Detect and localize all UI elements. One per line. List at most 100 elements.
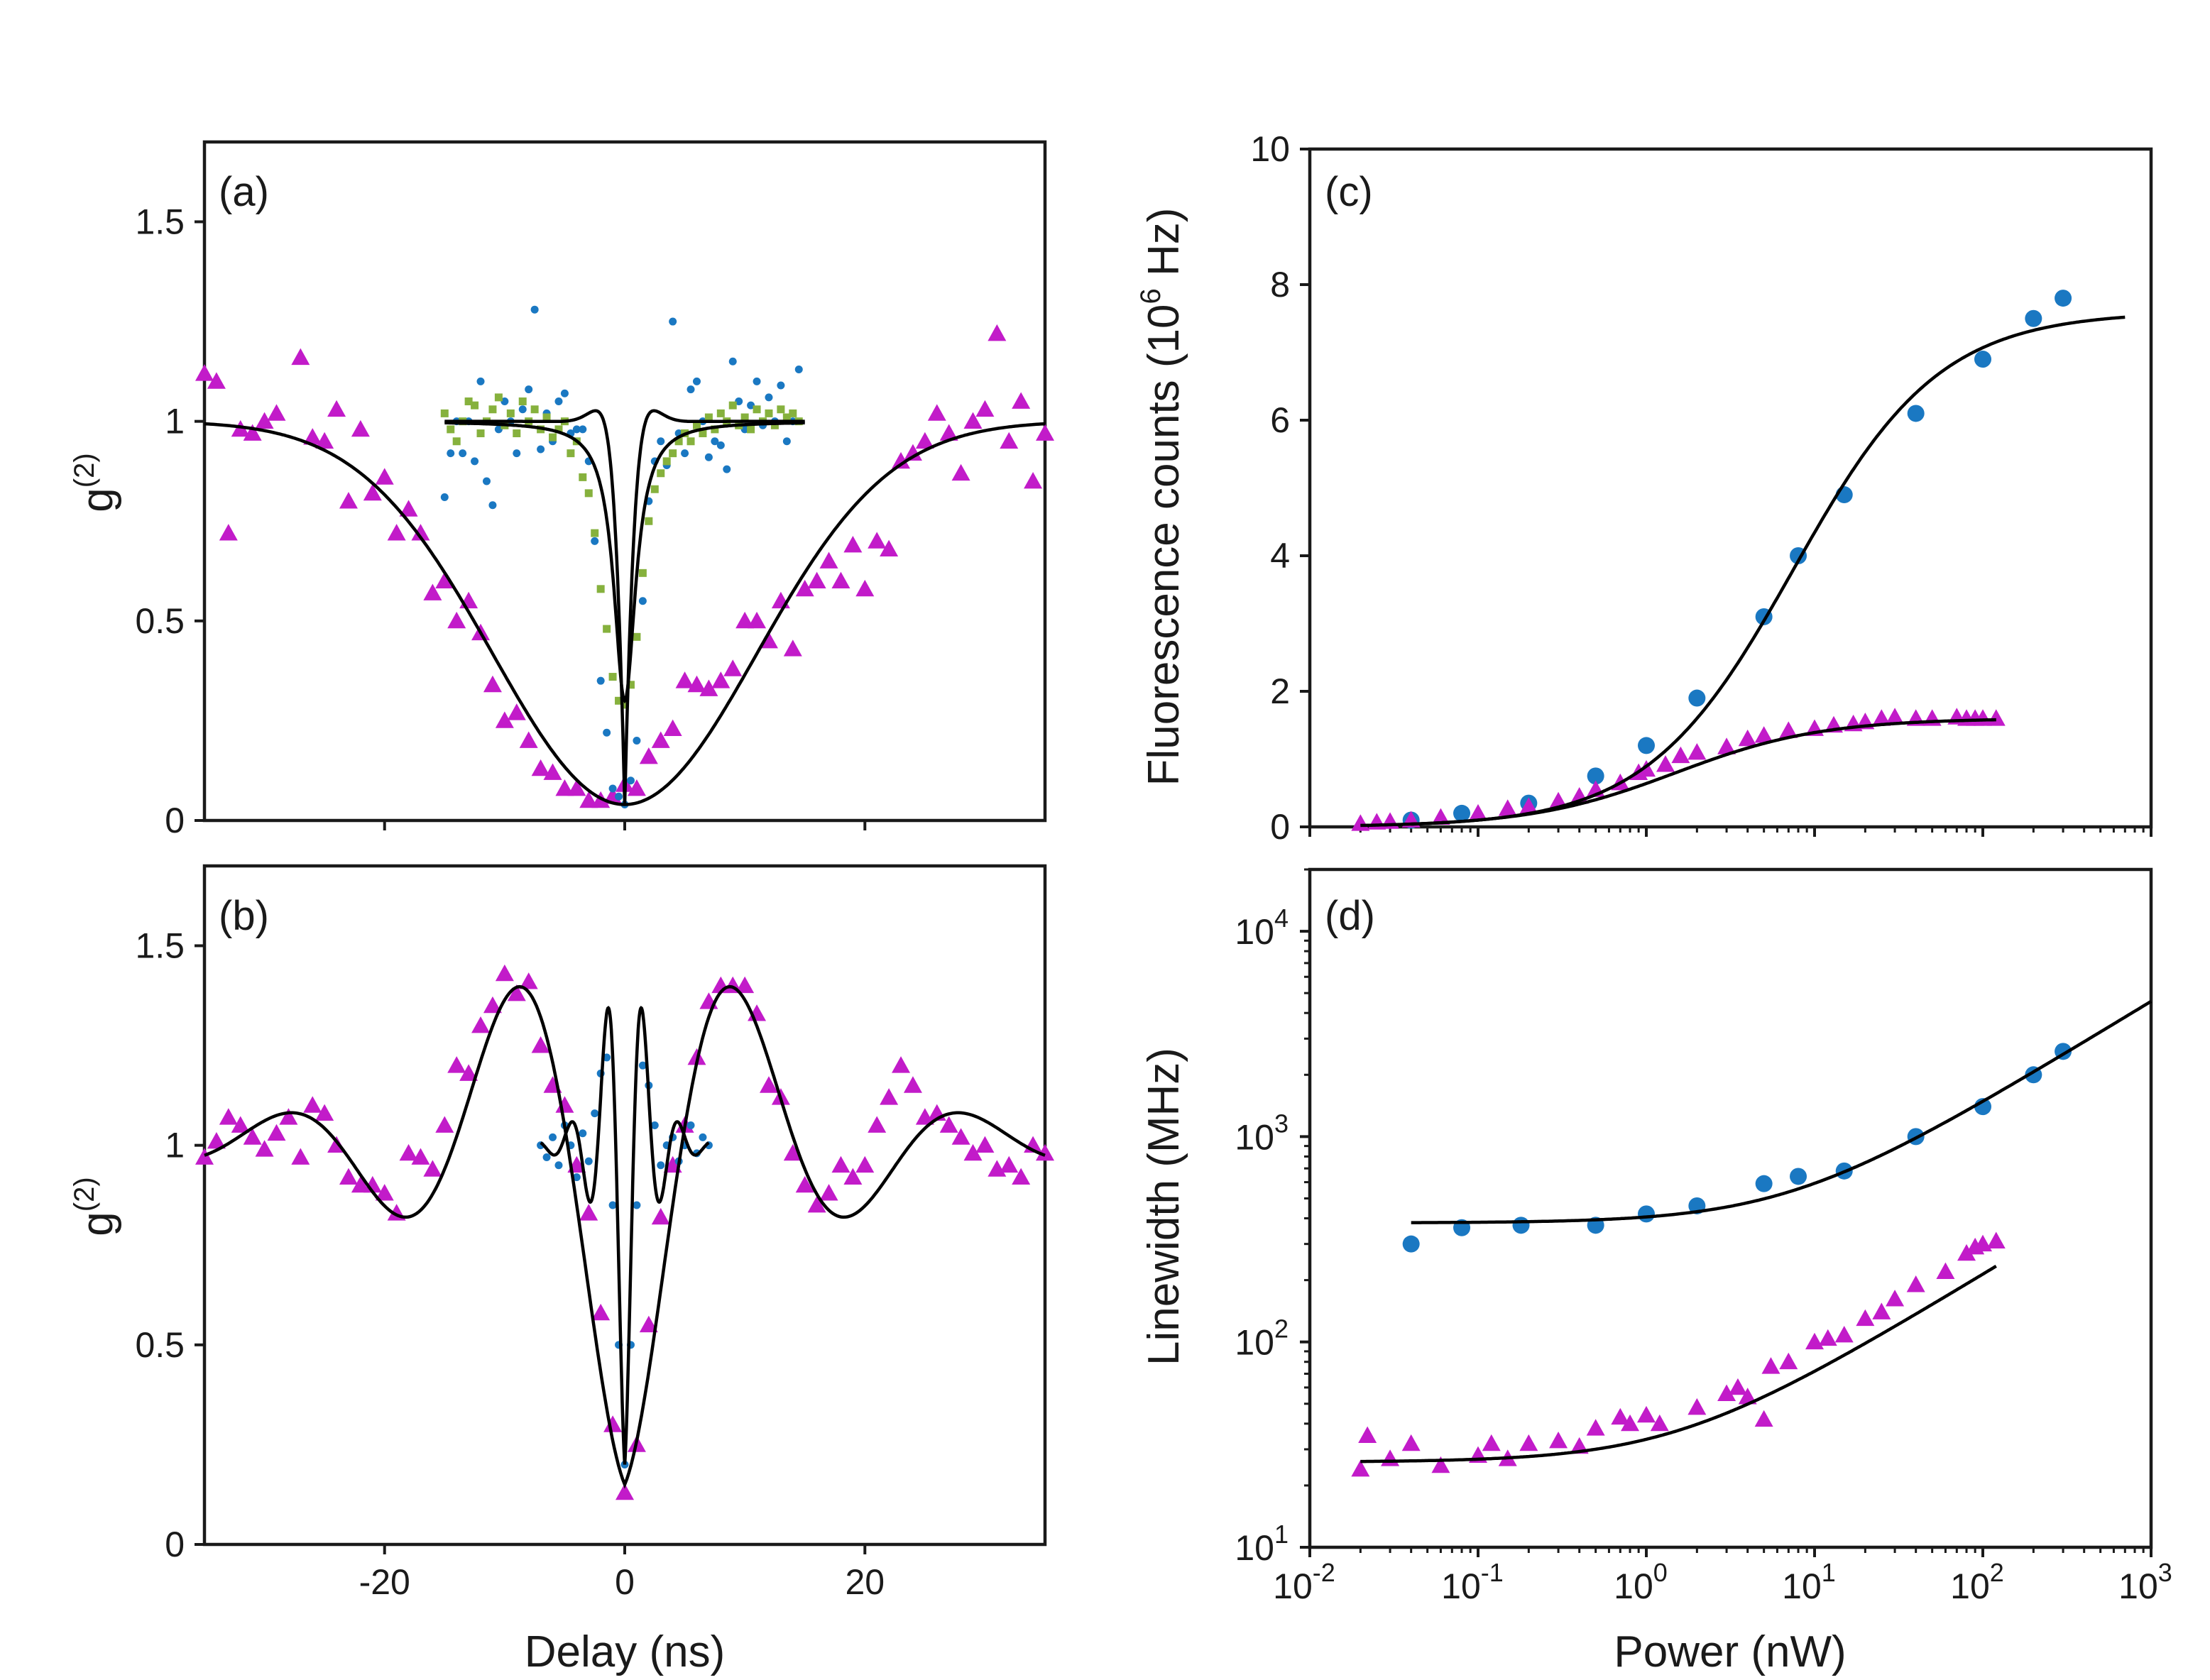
data-point-dot	[537, 445, 545, 454]
data-point-dot	[440, 493, 449, 501]
data-point-square	[476, 429, 485, 438]
xtick-label: 103	[2118, 1558, 2172, 1606]
data-point-square	[740, 413, 749, 422]
data-point-triangle	[963, 1143, 983, 1161]
data-point-square	[494, 393, 503, 402]
data-point-triangle	[1687, 1398, 1707, 1415]
data-point-triangle	[951, 463, 970, 481]
data-point-triangle	[1498, 799, 1517, 816]
panel-d-label: (d)	[1325, 893, 1375, 939]
data-point-dot	[657, 437, 665, 446]
xtick-exp: 1	[1822, 1558, 1836, 1587]
data-point-triangle	[1000, 432, 1019, 449]
data-point-triangle	[351, 419, 370, 437]
data-point-triangle	[447, 611, 466, 629]
data-point-triangle	[399, 500, 418, 517]
data-point-dot	[572, 1173, 581, 1182]
data-point-triangle	[579, 1204, 598, 1221]
ytick-label: 2	[1270, 671, 1290, 711]
xtick-label: 101	[1782, 1558, 1836, 1606]
data-point-dot	[638, 1061, 647, 1070]
data-point-dot	[2055, 290, 2072, 307]
data-point-square	[530, 405, 539, 414]
data-point-dot	[603, 728, 611, 737]
data-point-triangle	[975, 400, 995, 417]
data-point-triangle	[1805, 1332, 1824, 1350]
data-point-triangle	[651, 731, 670, 748]
data-point-triangle	[243, 1128, 262, 1145]
panel-b-ylabel-text: g	[73, 1212, 122, 1236]
data-point-square	[633, 632, 641, 641]
data-point-square	[669, 449, 677, 458]
data-point-dot	[1587, 767, 1604, 785]
data-point-triangle	[459, 1064, 478, 1081]
data-point-triangle	[303, 1096, 322, 1113]
data-point-dot	[1402, 1235, 1420, 1253]
data-point-triangle	[255, 412, 274, 429]
data-point-triangle	[591, 1303, 611, 1321]
data-point-triangle	[783, 1143, 802, 1161]
data-point-triangle	[219, 1108, 238, 1125]
data-point-triangle	[315, 1104, 334, 1121]
data-point-dot	[1790, 1168, 1807, 1185]
panel-a-frame	[202, 140, 1047, 823]
data-point-triangle	[1024, 472, 1043, 489]
data-point-dot	[554, 1161, 563, 1170]
data-point-dot	[608, 784, 617, 793]
ytick-base: 10	[1235, 912, 1274, 952]
data-point-triangle	[1482, 1434, 1501, 1451]
panel-c-ticks: 0 2 4 6 8 10	[1250, 129, 2152, 847]
data-point-triangle	[1906, 1275, 1925, 1292]
data-point-square	[567, 449, 575, 458]
data-point-dot	[513, 449, 521, 458]
data-point-triangle	[1549, 1431, 1568, 1449]
data-point-dot	[471, 457, 479, 466]
panel-a: (a) g(2) 0 0.5 1 1.5	[69, 140, 1054, 840]
data-point-triangle	[687, 675, 706, 693]
data-point-dot	[1974, 351, 1991, 368]
data-point-dot	[530, 305, 539, 314]
data-point-dot	[1755, 1175, 1773, 1192]
xtick-label: 20	[845, 1562, 885, 1602]
data-point-dot	[494, 425, 503, 434]
ytick-label: 103	[1235, 1109, 1289, 1157]
data-point-triangle	[279, 1108, 298, 1125]
data-point-dot	[669, 317, 677, 326]
data-point-triangle	[975, 1136, 995, 1153]
data-point-triangle	[267, 404, 286, 421]
data-point-triangle	[1856, 1309, 1875, 1327]
data-point-triangle	[735, 611, 755, 629]
data-point-dot	[579, 1129, 587, 1138]
data-point-triangle	[1519, 1434, 1538, 1451]
data-point-square	[765, 409, 773, 417]
data-point-square	[464, 397, 473, 406]
data-point-triangle	[363, 1175, 382, 1193]
data-point-triangle	[267, 1124, 286, 1141]
data-point-triangle	[243, 424, 262, 441]
data-point-triangle	[603, 1415, 623, 1432]
data-point-triangle	[207, 1132, 226, 1149]
data-point-triangle	[1986, 709, 2006, 726]
data-point-square	[699, 429, 707, 438]
fit-line-fit-broad	[204, 984, 1046, 1489]
data-point-triangle	[1957, 1243, 1976, 1261]
data-point-triangle	[1012, 1168, 1031, 1185]
panel-d-data	[1351, 999, 2152, 1477]
data-point-triangle	[1717, 1384, 1736, 1401]
data-point-triangle	[219, 524, 238, 541]
panel-b-ylabel-sup: (2)	[69, 1177, 100, 1212]
ytick-label: 102	[1235, 1314, 1289, 1363]
data-point-dot	[633, 737, 641, 745]
data-point-dot	[1512, 1217, 1530, 1234]
xtick-label: -20	[359, 1562, 410, 1602]
data-point-square	[657, 469, 665, 478]
data-point-triangle	[435, 1116, 454, 1133]
panel-c-ylabel: Fluorescence counts (106 Hz)	[1135, 208, 1188, 786]
data-point-triangle	[1779, 1352, 1798, 1370]
panel-a-ylabel-text: g	[73, 488, 122, 512]
data-point-square	[782, 413, 791, 422]
xtick-exp: 2	[1990, 1558, 2004, 1587]
data-point-dot	[638, 597, 647, 605]
data-point-triangle	[1717, 737, 1736, 754]
data-point-dot	[728, 357, 737, 366]
